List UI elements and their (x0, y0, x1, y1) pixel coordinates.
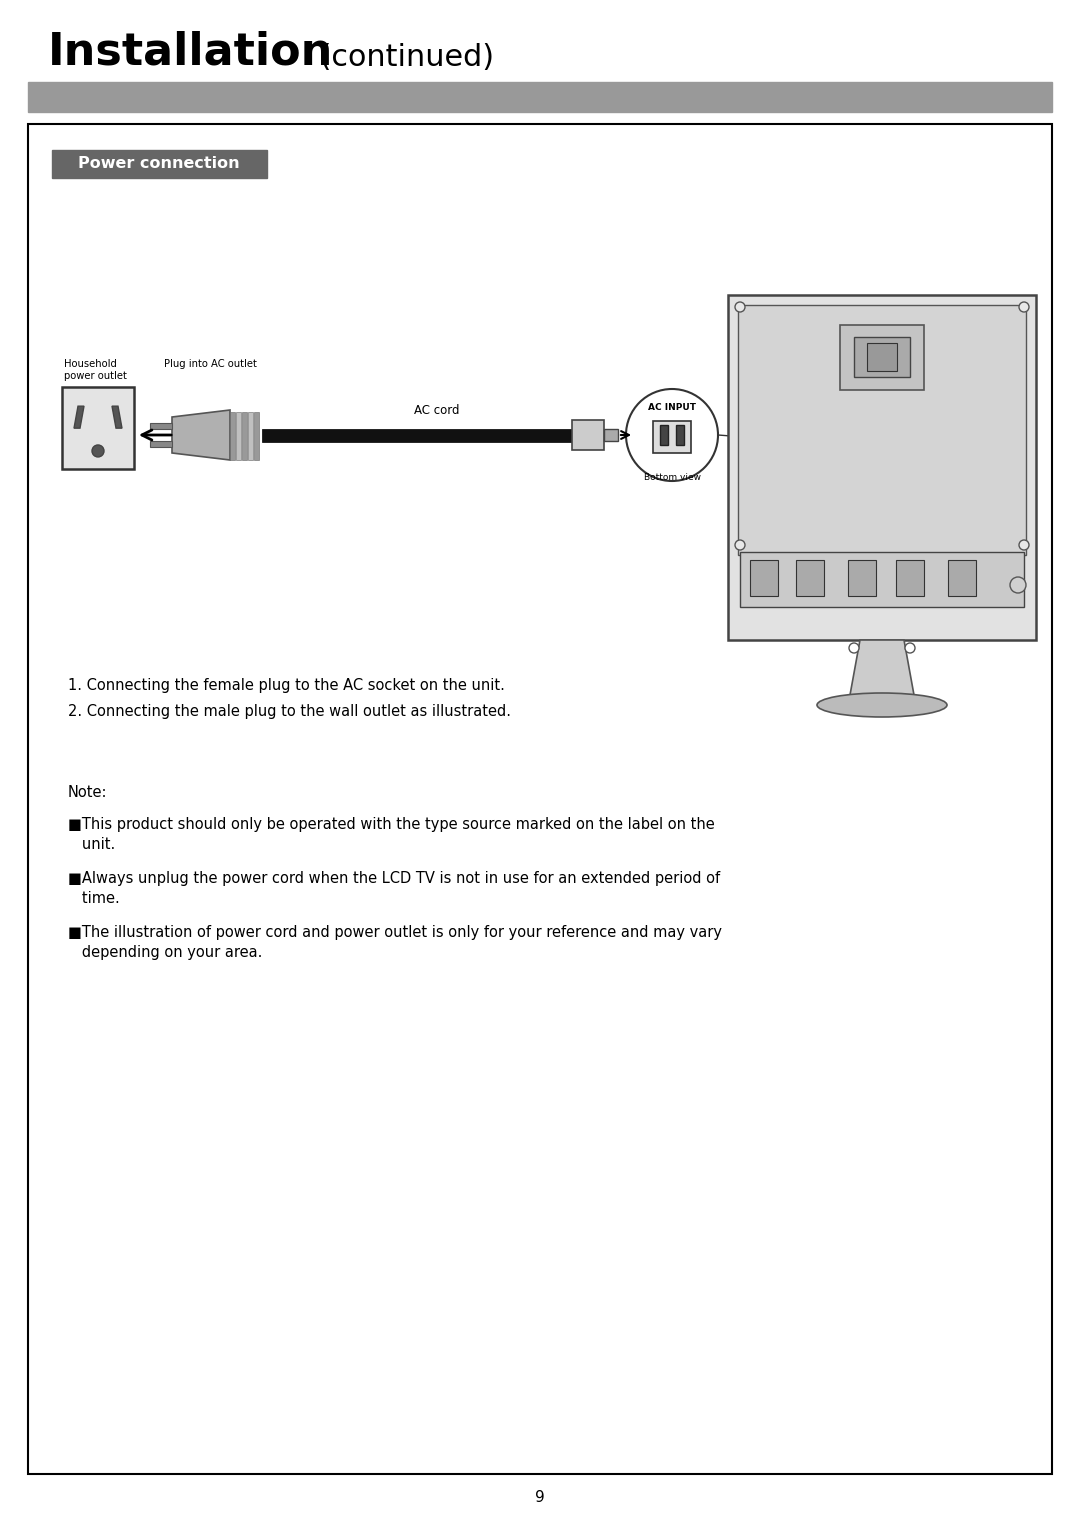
Text: depending on your area.: depending on your area. (68, 945, 262, 960)
Bar (230, 412, 235, 460)
Polygon shape (172, 411, 230, 460)
Text: Plug into AC outlet: Plug into AC outlet (164, 359, 257, 370)
Text: Bottom view: Bottom view (644, 473, 701, 483)
Bar (750, 560, 778, 596)
Bar (796, 560, 824, 596)
Bar (676, 425, 684, 444)
Text: Note:: Note: (68, 785, 108, 800)
Bar (867, 344, 897, 371)
Bar (242, 412, 247, 460)
Polygon shape (112, 406, 122, 428)
Circle shape (849, 643, 859, 654)
Ellipse shape (816, 693, 947, 718)
Bar (738, 305, 1026, 554)
Text: ■The illustration of power cord and power outlet is only for your reference and : ■The illustration of power cord and powe… (68, 925, 723, 941)
Bar (248, 412, 253, 460)
Circle shape (1010, 577, 1026, 592)
Bar (150, 423, 172, 429)
Bar (740, 551, 1024, 608)
Circle shape (735, 541, 745, 550)
Bar (237, 412, 241, 460)
Text: Household
power outlet: Household power outlet (64, 359, 126, 382)
Circle shape (626, 389, 718, 481)
Bar (840, 325, 924, 389)
Bar (604, 429, 618, 441)
Text: 1. Connecting the female plug to the AC socket on the unit.: 1. Connecting the female plug to the AC … (68, 678, 504, 693)
Circle shape (1020, 541, 1029, 550)
Circle shape (905, 643, 915, 654)
Bar (28, 82, 1052, 111)
Circle shape (92, 444, 104, 457)
Polygon shape (850, 640, 914, 695)
Bar (262, 429, 572, 441)
Text: AC INPUT: AC INPUT (648, 403, 696, 411)
Bar (28, 124, 1052, 1474)
Text: Power connection: Power connection (78, 156, 240, 171)
Bar (653, 421, 691, 454)
Text: unit.: unit. (68, 837, 116, 852)
Circle shape (1020, 302, 1029, 312)
Circle shape (735, 302, 745, 312)
Text: Installation: Installation (48, 31, 334, 73)
Bar (948, 560, 976, 596)
Bar (254, 412, 259, 460)
Bar (52, 150, 267, 179)
Bar (572, 420, 604, 450)
Text: AC cord: AC cord (415, 405, 460, 417)
Text: 2. Connecting the male plug to the wall outlet as illustrated.: 2. Connecting the male plug to the wall … (68, 704, 511, 719)
Bar (660, 425, 669, 444)
Bar (854, 337, 910, 377)
Bar (62, 386, 134, 469)
Bar (728, 295, 1036, 640)
Text: ■This product should only be operated with the type source marked on the label o: ■This product should only be operated wi… (68, 817, 715, 832)
Text: (continued): (continued) (310, 43, 495, 72)
Text: 9: 9 (535, 1490, 545, 1506)
Polygon shape (75, 406, 84, 428)
Text: ■Always unplug the power cord when the LCD TV is not in use for an extended peri: ■Always unplug the power cord when the L… (68, 870, 720, 886)
Bar (896, 560, 924, 596)
Text: time.: time. (68, 890, 120, 906)
Bar (150, 441, 172, 447)
Bar (848, 560, 876, 596)
